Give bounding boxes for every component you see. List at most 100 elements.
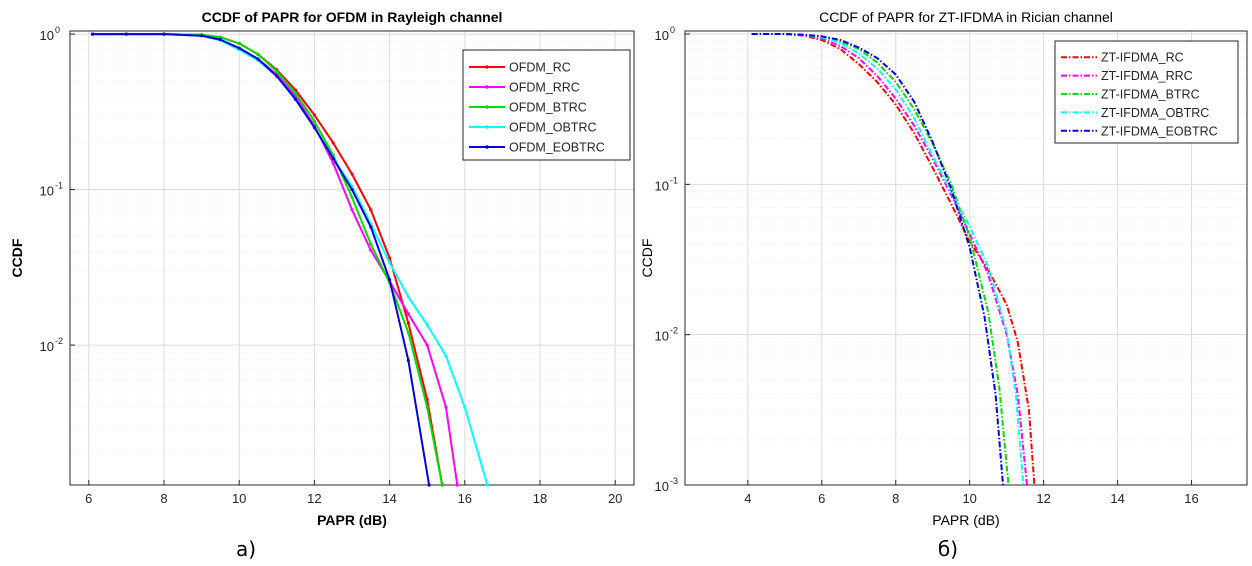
axes-box xyxy=(69,30,635,486)
series-point-OFDM_EOBTRC xyxy=(90,32,95,36)
y-tick-label: 10 xyxy=(655,178,669,193)
series-point-OFDM_RRC xyxy=(425,343,429,347)
series-point-OFDM_BTRC xyxy=(294,91,298,95)
y-tick-label: 10 xyxy=(40,339,54,354)
series-line-ZT-IFDMA_EOBTRC xyxy=(751,33,1004,485)
series-point-OFDM_EOBTRC xyxy=(331,156,335,161)
y-axis-label: CCDF xyxy=(9,238,25,277)
x-tick-label: 4 xyxy=(744,491,751,506)
y-axis-label: CCDF xyxy=(639,239,655,278)
x-tick-label: 6 xyxy=(818,491,825,506)
chart-title: CCDF of PAPR for ZT-IFDMA in Rician chan… xyxy=(819,9,1113,25)
x-tick-label: 16 xyxy=(1184,491,1198,506)
series-point-OFDM_EOBTRC xyxy=(218,37,222,42)
legend-entry: OFDM_BTRC xyxy=(509,101,587,115)
series-point-OFDM_EOBTRC xyxy=(312,125,316,129)
y-tick-label: 10 xyxy=(655,329,669,344)
series-point-OFDM_BTRC xyxy=(440,483,444,487)
y-tick-exponent: 0 xyxy=(670,25,675,35)
legend-marker xyxy=(485,105,489,109)
legend-entry: OFDM_EOBTRC xyxy=(509,141,605,155)
chart-title: CCDF of PAPR for OFDM in Rayleigh channe… xyxy=(202,9,503,25)
series-point-OFDM_EOBTRC xyxy=(256,57,260,61)
x-tick-label: 16 xyxy=(458,491,472,506)
series-point-OFDM_RRC xyxy=(350,208,354,212)
series-point-OFDM_EOBTRC xyxy=(406,359,410,363)
series-point-OFDM_BTRC xyxy=(256,52,260,56)
series-point-OFDM_EOBTRC xyxy=(369,225,373,229)
x-axis-label: PAPR (dB) xyxy=(932,512,999,528)
legend-entry: ZT-IFDMA_OBTRC xyxy=(1101,106,1209,120)
series-point-OFDM_EOBTRC xyxy=(350,187,354,192)
y-tick-label: 10 xyxy=(40,184,54,199)
series-point-OFDM_EOBTRC xyxy=(124,32,128,36)
series-point-OFDM_OBTRC xyxy=(444,354,448,358)
y-tick-label: 10 xyxy=(655,479,669,494)
x-tick-label: 10 xyxy=(232,491,246,506)
x-tick-label: 8 xyxy=(160,491,167,506)
series-point-OFDM_RRC xyxy=(444,405,448,409)
legend-entry: ZT-IFDMA_EOBTRC xyxy=(1101,124,1218,138)
series-point-OFDM_OBTRC xyxy=(425,323,429,327)
series-point-OFDM_BTRC xyxy=(237,41,241,46)
series-point-OFDM_RC xyxy=(331,141,335,145)
series-point-OFDM_RC xyxy=(350,172,354,176)
series-point-OFDM_EOBTRC xyxy=(294,97,298,102)
series-point-OFDM_RC xyxy=(369,208,373,212)
x-tick-label: 14 xyxy=(382,491,396,506)
series-point-OFDM_BTRC xyxy=(218,35,222,39)
caption-b: б) xyxy=(937,537,959,561)
series-point-OFDM_RC xyxy=(312,113,316,117)
series-point-OFDM_EOBTRC xyxy=(427,483,431,487)
x-tick-label: 6 xyxy=(85,491,92,506)
x-tick-label: 10 xyxy=(962,491,976,506)
x-tick-label: 14 xyxy=(1110,491,1124,506)
series-point-OFDM_EOBTRC xyxy=(275,74,279,78)
series-point-OFDM_OBTRC xyxy=(388,261,392,265)
series-point-OFDM_BTRC xyxy=(312,119,316,123)
x-tick-label: 20 xyxy=(608,491,622,506)
x-tick-label: 18 xyxy=(533,491,547,506)
series-point-OFDM_RRC xyxy=(369,248,373,252)
series-point-OFDM_EOBTRC xyxy=(388,278,392,282)
series-point-OFDM_BTRC xyxy=(369,242,373,246)
legend-marker xyxy=(485,85,489,89)
series-line-ZT-IFDMA_RRC xyxy=(751,33,1028,485)
y-tick-label: 10 xyxy=(40,28,54,43)
series-point-OFDM_RRC xyxy=(331,161,335,165)
x-tick-label: 12 xyxy=(307,491,321,506)
series-point-OFDM_RC xyxy=(406,321,410,325)
series-point-OFDM_BTRC xyxy=(425,405,429,409)
legend-entry: ZT-IFDMA_RC xyxy=(1101,51,1184,65)
legend-marker xyxy=(485,125,489,129)
series-point-OFDM_EOBTRC xyxy=(200,34,204,38)
series-line-OFDM_EOBTRC xyxy=(92,33,431,485)
series-point-OFDM_OBTRC xyxy=(406,295,410,299)
series-point-OFDM_OBTRC xyxy=(463,405,467,409)
y-tick-label: 10 xyxy=(655,28,669,43)
series-point-OFDM_BTRC xyxy=(406,331,410,335)
axes-box xyxy=(684,30,1248,486)
y-tick-exponent: -1 xyxy=(55,181,63,191)
legend-entry: ZT-IFDMA_RRC xyxy=(1101,69,1193,83)
series-point-OFDM_BTRC xyxy=(350,195,354,199)
y-tick-exponent: -1 xyxy=(670,175,678,185)
series-point-OFDM_RRC xyxy=(406,312,410,316)
legend-entry: ZT-IFDMA_BTRC xyxy=(1101,88,1200,102)
caption-a: а) xyxy=(235,537,257,561)
x-tick-label: 8 xyxy=(892,491,899,506)
x-tick-label: 12 xyxy=(1036,491,1050,506)
legend: OFDM_RC OFDM_RRC OFDM_BTRC OFDM_OBTRC OFDM_E… xyxy=(462,49,631,161)
legend-entry: OFDM_OBTRC xyxy=(509,121,597,135)
y-tick-exponent: -2 xyxy=(55,336,63,346)
legend-entry: OFDM_RC xyxy=(509,61,571,75)
series-point-OFDM_OBTRC xyxy=(485,483,489,487)
legend-entry: OFDM_RRC xyxy=(509,81,580,95)
y-tick-exponent: -3 xyxy=(670,476,678,486)
x-axis-label: PAPR (dB) xyxy=(317,512,387,528)
series-point-OFDM_RRC xyxy=(455,483,459,487)
series-point-OFDM_EOBTRC xyxy=(162,32,166,36)
